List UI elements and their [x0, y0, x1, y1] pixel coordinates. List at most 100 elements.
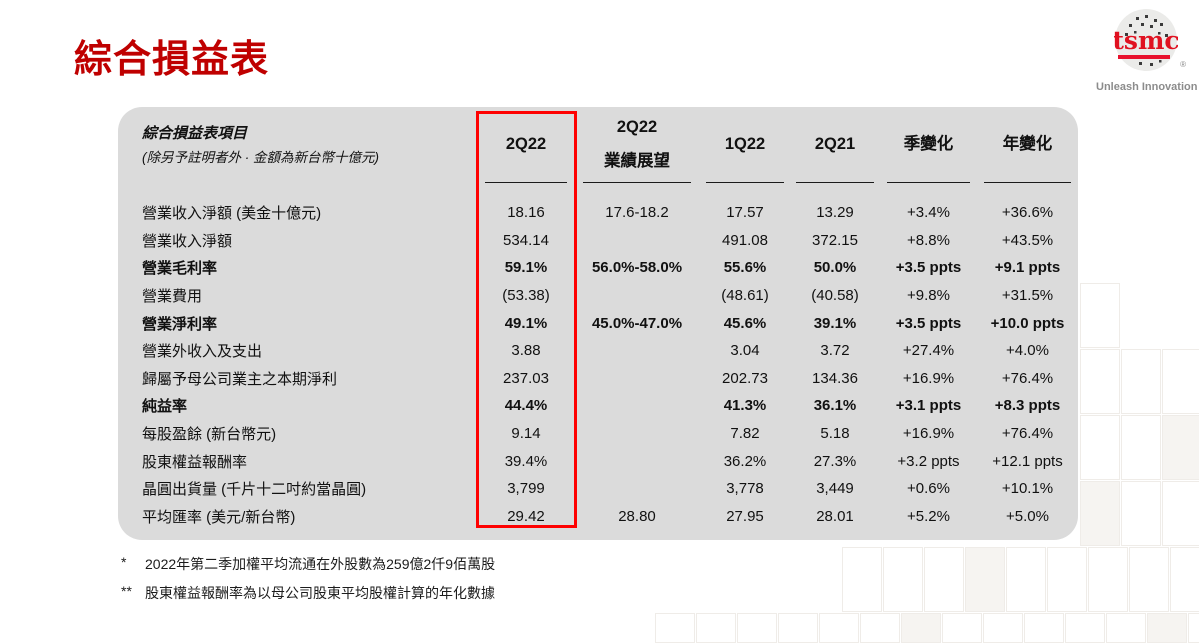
- cell-2q22-outlook: 45.0%-47.0%: [591, 314, 683, 332]
- mosaic-cell: [883, 547, 923, 612]
- cell-qoq-change: +0.6%: [907, 480, 950, 498]
- header-underline: [886, 182, 971, 183]
- mosaic-cell: [655, 613, 695, 643]
- mosaic-cell: [983, 613, 1023, 643]
- column-header-label: 2Q22: [505, 134, 547, 153]
- footnote-marker: *: [121, 554, 127, 570]
- cell-2q22: 29.42: [507, 507, 545, 525]
- mosaic-cell: [1080, 481, 1120, 546]
- page-title: 綜合損益表: [74, 39, 270, 81]
- row-label: 純益率: [142, 398, 188, 416]
- cell-2q22-outlook: [574, 365, 700, 393]
- cell-2q22: 49.1%: [504, 314, 548, 332]
- mosaic-cell: [965, 547, 1005, 612]
- row-label: 營業外收入及支出: [142, 343, 263, 361]
- tsmc-wafer-icon: tsmc: [1112, 9, 1180, 71]
- header-underline: [484, 182, 568, 183]
- mosaic-cell: [1080, 283, 1120, 348]
- wafer-logo-wrap: tsmc ®: [1112, 8, 1186, 77]
- wafer-die-speckles: [1125, 15, 1168, 66]
- row-label: 歸屬予母公司業主之本期淨利: [142, 370, 338, 388]
- row-label: 每股盈餘 (新台幣元): [142, 426, 277, 444]
- header-underline: [984, 182, 1071, 183]
- cell-1q22: 55.6%: [723, 259, 767, 277]
- registered-trademark-mark: ®: [1180, 60, 1186, 69]
- cell-2q22: 59.1%: [504, 259, 548, 277]
- cell-1q22: 41.3%: [723, 397, 767, 415]
- mosaic-cell: [1080, 415, 1120, 480]
- mosaic-cell: [1006, 547, 1046, 612]
- cell-2q22: 3.88: [511, 342, 541, 360]
- cell-2q21: 3,449: [816, 480, 854, 498]
- column-header-qoq-change: 季變化: [880, 107, 977, 199]
- mosaic-cell: [1121, 349, 1161, 414]
- logo-red-bar: [1118, 55, 1170, 59]
- table-row: 營業費用 (53.38) (48.61) (40.58) +9.8% +31.5…: [118, 282, 1078, 310]
- cell-2q22-outlook: 28.80: [618, 507, 656, 525]
- cell-2q22: 237.03: [503, 369, 549, 387]
- income-statement-panel: 綜合損益表項目 (除另予註明者外 · 金額為新台幣十億元) 2Q22 2Q22 …: [118, 107, 1078, 540]
- cell-2q21: 39.1%: [813, 314, 857, 332]
- column-header-label: 1Q22: [724, 134, 766, 153]
- cell-2q21: 36.1%: [813, 397, 857, 415]
- cell-1q22: 3,778: [726, 480, 764, 498]
- cell-2q22: 44.4%: [504, 397, 548, 415]
- cell-1q22: 36.2%: [723, 452, 767, 470]
- logo-tagline: Unleash Innovation: [1096, 81, 1198, 93]
- mosaic-cell: [1170, 547, 1199, 612]
- mosaic-cell: [819, 613, 859, 643]
- cell-1q22: 27.95: [726, 507, 764, 525]
- cell-qoq-change: +9.8%: [907, 287, 950, 305]
- cell-1q22: 3.04: [730, 342, 760, 360]
- table-row: 營業毛利率 59.1% 56.0%-58.0% 55.6% 50.0% +3.5…: [118, 254, 1078, 282]
- column-header-2q22: 2Q22: [478, 107, 574, 199]
- cell-yoy-change: +10.1%: [1001, 480, 1054, 498]
- cell-qoq-change: +27.4%: [902, 342, 955, 360]
- mosaic-cell: [737, 613, 777, 643]
- mosaic-cell: [696, 613, 736, 643]
- footnote: ** 股東權益報酬率為以母公司股東平均股權計算的年化數據: [121, 583, 495, 603]
- cell-yoy-change: +12.1 ppts: [992, 452, 1063, 470]
- cell-2q21: 3.72: [820, 342, 850, 360]
- mosaic-cell: [1188, 613, 1199, 643]
- header-underline: [582, 182, 692, 183]
- mosaic-cell: [1065, 613, 1105, 643]
- table-row: 營業淨利率 49.1% 45.0%-47.0% 45.6% 39.1% +3.5…: [118, 309, 1078, 337]
- table-body: 營業收入淨額 (美金十億元) 18.16 17.6-18.2 17.57 13.…: [118, 199, 1078, 530]
- cell-2q22-outlook: [574, 420, 700, 448]
- cell-yoy-change: +36.6%: [1001, 204, 1054, 222]
- cell-qoq-change: +3.1 ppts: [895, 397, 962, 415]
- cell-2q22-outlook: [574, 282, 700, 310]
- mosaic-cell: [1024, 613, 1064, 643]
- footnotes: * 2022年第二季加權平均流通在外股數為259億2仟9佰萬股 ** 股東權益報…: [121, 554, 495, 612]
- cell-1q22: 17.57: [726, 204, 764, 222]
- cell-yoy-change: +76.4%: [1001, 425, 1054, 443]
- table-row: 營業收入淨額 (美金十億元) 18.16 17.6-18.2 17.57 13.…: [118, 199, 1078, 227]
- item-column-header: 綜合損益表項目 (除另予註明者外 · 金額為新台幣十億元): [118, 107, 478, 199]
- mosaic-cell: [924, 547, 964, 612]
- table-row: 股東權益報酬率 39.4% 36.2% 27.3% +3.2 ppts +12.…: [118, 447, 1078, 475]
- cell-2q21: 28.01: [816, 507, 854, 525]
- cell-2q21: 372.15: [812, 231, 858, 249]
- mosaic-cell: [1088, 547, 1128, 612]
- cell-yoy-change: +10.0 ppts: [990, 314, 1065, 332]
- mosaic-cell: [1121, 415, 1161, 480]
- table-row: 歸屬予母公司業主之本期淨利 237.03 202.73 134.36 +16.9…: [118, 365, 1078, 393]
- column-header-yoy-change: 年變化: [977, 107, 1078, 199]
- cell-qoq-change: +5.2%: [907, 507, 950, 525]
- cell-2q22: 39.4%: [504, 452, 548, 470]
- cell-2q21: 27.3%: [813, 452, 857, 470]
- cell-yoy-change: +31.5%: [1001, 287, 1054, 305]
- cell-qoq-change: +8.8%: [907, 231, 950, 249]
- cell-2q21: 50.0%: [813, 259, 857, 277]
- mosaic-cell: [1047, 547, 1087, 612]
- column-header-1q22: 1Q22: [700, 107, 790, 199]
- cell-yoy-change: +5.0%: [1006, 507, 1049, 525]
- cell-2q22-outlook: [574, 475, 700, 503]
- cell-2q22-outlook: [574, 447, 700, 475]
- cell-yoy-change: +9.1 ppts: [994, 259, 1061, 277]
- mosaic-cell: [1106, 613, 1146, 643]
- cell-qoq-change: +3.5 ppts: [895, 259, 962, 277]
- cell-1q22: 45.6%: [723, 314, 767, 332]
- footnote-text: 2022年第二季加權平均流通在外股數為259億2仟9佰萬股: [145, 556, 496, 572]
